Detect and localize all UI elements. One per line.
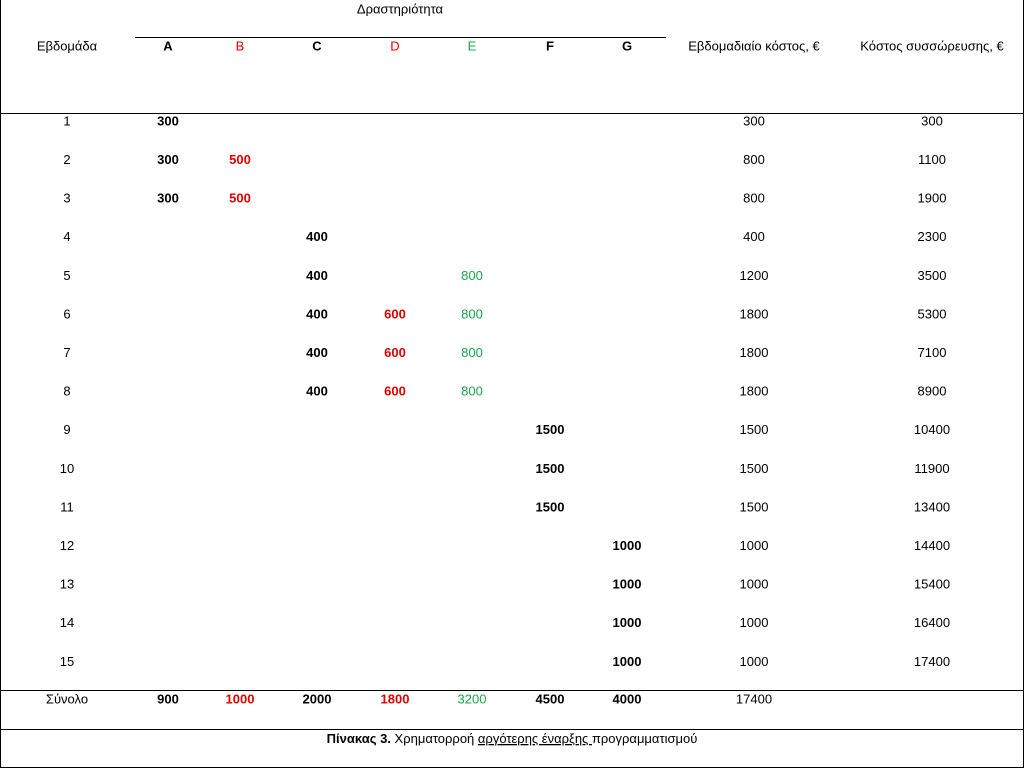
total-cell: Σύνολο bbox=[46, 691, 88, 706]
cell: 17400 bbox=[914, 654, 950, 669]
cell: 300 bbox=[157, 191, 179, 206]
cell: 10 bbox=[60, 461, 74, 476]
cell: 1000 bbox=[613, 654, 642, 669]
cell: 400 bbox=[306, 268, 328, 283]
caption-label: Πίνακας 3. bbox=[327, 731, 391, 746]
cell: 1000 bbox=[740, 538, 769, 553]
column-header: C bbox=[312, 38, 322, 53]
cell: 1500 bbox=[740, 422, 769, 437]
cell: 600 bbox=[384, 345, 406, 360]
cell: 800 bbox=[461, 345, 483, 360]
cell: 400 bbox=[306, 384, 328, 399]
cell: 1500 bbox=[536, 461, 565, 476]
cell: 1000 bbox=[740, 577, 769, 592]
cell: 1900 bbox=[918, 191, 947, 206]
column-header: D bbox=[390, 38, 399, 53]
cell: 800 bbox=[743, 191, 765, 206]
cell: 15 bbox=[60, 654, 74, 669]
cell: 11900 bbox=[914, 461, 949, 476]
caption-underlined: αργότερης έναρξης bbox=[478, 731, 592, 746]
cell: 5 bbox=[63, 268, 70, 283]
cell: 400 bbox=[306, 345, 328, 360]
cell: 1500 bbox=[740, 461, 769, 476]
total-cell: 1000 bbox=[226, 691, 255, 706]
column-header: Εβδομάδα bbox=[37, 38, 98, 53]
cell: 8 bbox=[63, 384, 70, 399]
cell: 3 bbox=[63, 191, 70, 206]
cell: 600 bbox=[384, 306, 406, 321]
cell: 1000 bbox=[613, 615, 642, 630]
cell: 1500 bbox=[740, 499, 769, 514]
cell: 1200 bbox=[740, 268, 769, 283]
cell: 300 bbox=[157, 152, 179, 167]
caption: Πίνακας 3. Χρηματορροή αργότερης έναρξης… bbox=[327, 731, 698, 746]
total-cell: 4000 bbox=[613, 691, 642, 706]
total-cell: 2000 bbox=[303, 691, 332, 706]
cell: 14 bbox=[60, 615, 74, 630]
cell: 1000 bbox=[613, 577, 642, 592]
cell: 600 bbox=[384, 384, 406, 399]
cell: 300 bbox=[743, 113, 765, 128]
column-header: Κόστος συσσώρευσης, € bbox=[860, 38, 1004, 53]
cell: 7100 bbox=[918, 345, 947, 360]
cell: 1000 bbox=[740, 654, 769, 669]
cell: 5300 bbox=[918, 306, 947, 321]
cell: 15400 bbox=[914, 577, 950, 592]
cell: 10400 bbox=[914, 422, 950, 437]
column-header: A bbox=[163, 38, 173, 53]
cell: 800 bbox=[743, 152, 765, 167]
cell: 1 bbox=[63, 113, 70, 128]
cell: 11 bbox=[60, 499, 74, 514]
cell: 1100 bbox=[918, 152, 946, 167]
caption-rest: προγραμματισμού bbox=[592, 731, 697, 746]
cell: 1000 bbox=[740, 615, 769, 630]
cell: 400 bbox=[743, 229, 765, 244]
cell: 3500 bbox=[918, 268, 947, 283]
cell: 400 bbox=[306, 306, 328, 321]
cell: 300 bbox=[157, 113, 179, 128]
cell: 800 bbox=[461, 306, 483, 321]
cell: 7 bbox=[63, 345, 70, 360]
cell: 500 bbox=[229, 191, 251, 206]
cell: 13 bbox=[60, 577, 74, 592]
column-header: E bbox=[468, 38, 477, 53]
cell: 1500 bbox=[536, 422, 565, 437]
total-cell: 17400 bbox=[736, 691, 772, 706]
cell: 1500 bbox=[536, 499, 565, 514]
cell: 800 bbox=[461, 384, 483, 399]
cell: 2 bbox=[63, 152, 70, 167]
cell: 400 bbox=[306, 229, 328, 244]
cell: 4 bbox=[63, 229, 70, 244]
cell: 500 bbox=[229, 152, 251, 167]
cell: 1800 bbox=[740, 345, 769, 360]
cell: 8900 bbox=[918, 384, 947, 399]
cell: 16400 bbox=[914, 615, 950, 630]
cell: 2300 bbox=[918, 229, 947, 244]
cell: 14400 bbox=[914, 538, 950, 553]
cell: 1800 bbox=[740, 306, 769, 321]
caption-text: Χρηματορροή bbox=[395, 731, 478, 746]
cell: 300 bbox=[921, 113, 943, 128]
total-cell: 900 bbox=[157, 691, 179, 706]
total-cell: 4500 bbox=[536, 691, 565, 706]
cell: 800 bbox=[461, 268, 483, 283]
column-header: Εβδομαδιαίο κόστος, € bbox=[688, 38, 820, 53]
total-cell: 1800 bbox=[381, 691, 410, 706]
group-header: Δραστηριότητα bbox=[357, 1, 444, 16]
cell: 12 bbox=[60, 538, 74, 553]
cell: 1800 bbox=[740, 384, 769, 399]
cell: 1000 bbox=[613, 538, 642, 553]
cell: 13400 bbox=[914, 499, 950, 514]
column-header: F bbox=[546, 38, 554, 53]
column-header: G bbox=[622, 38, 632, 53]
cell: 6 bbox=[63, 306, 70, 321]
column-header: B bbox=[236, 38, 245, 53]
cell: 9 bbox=[63, 422, 70, 437]
total-cell: 3200 bbox=[458, 691, 487, 706]
